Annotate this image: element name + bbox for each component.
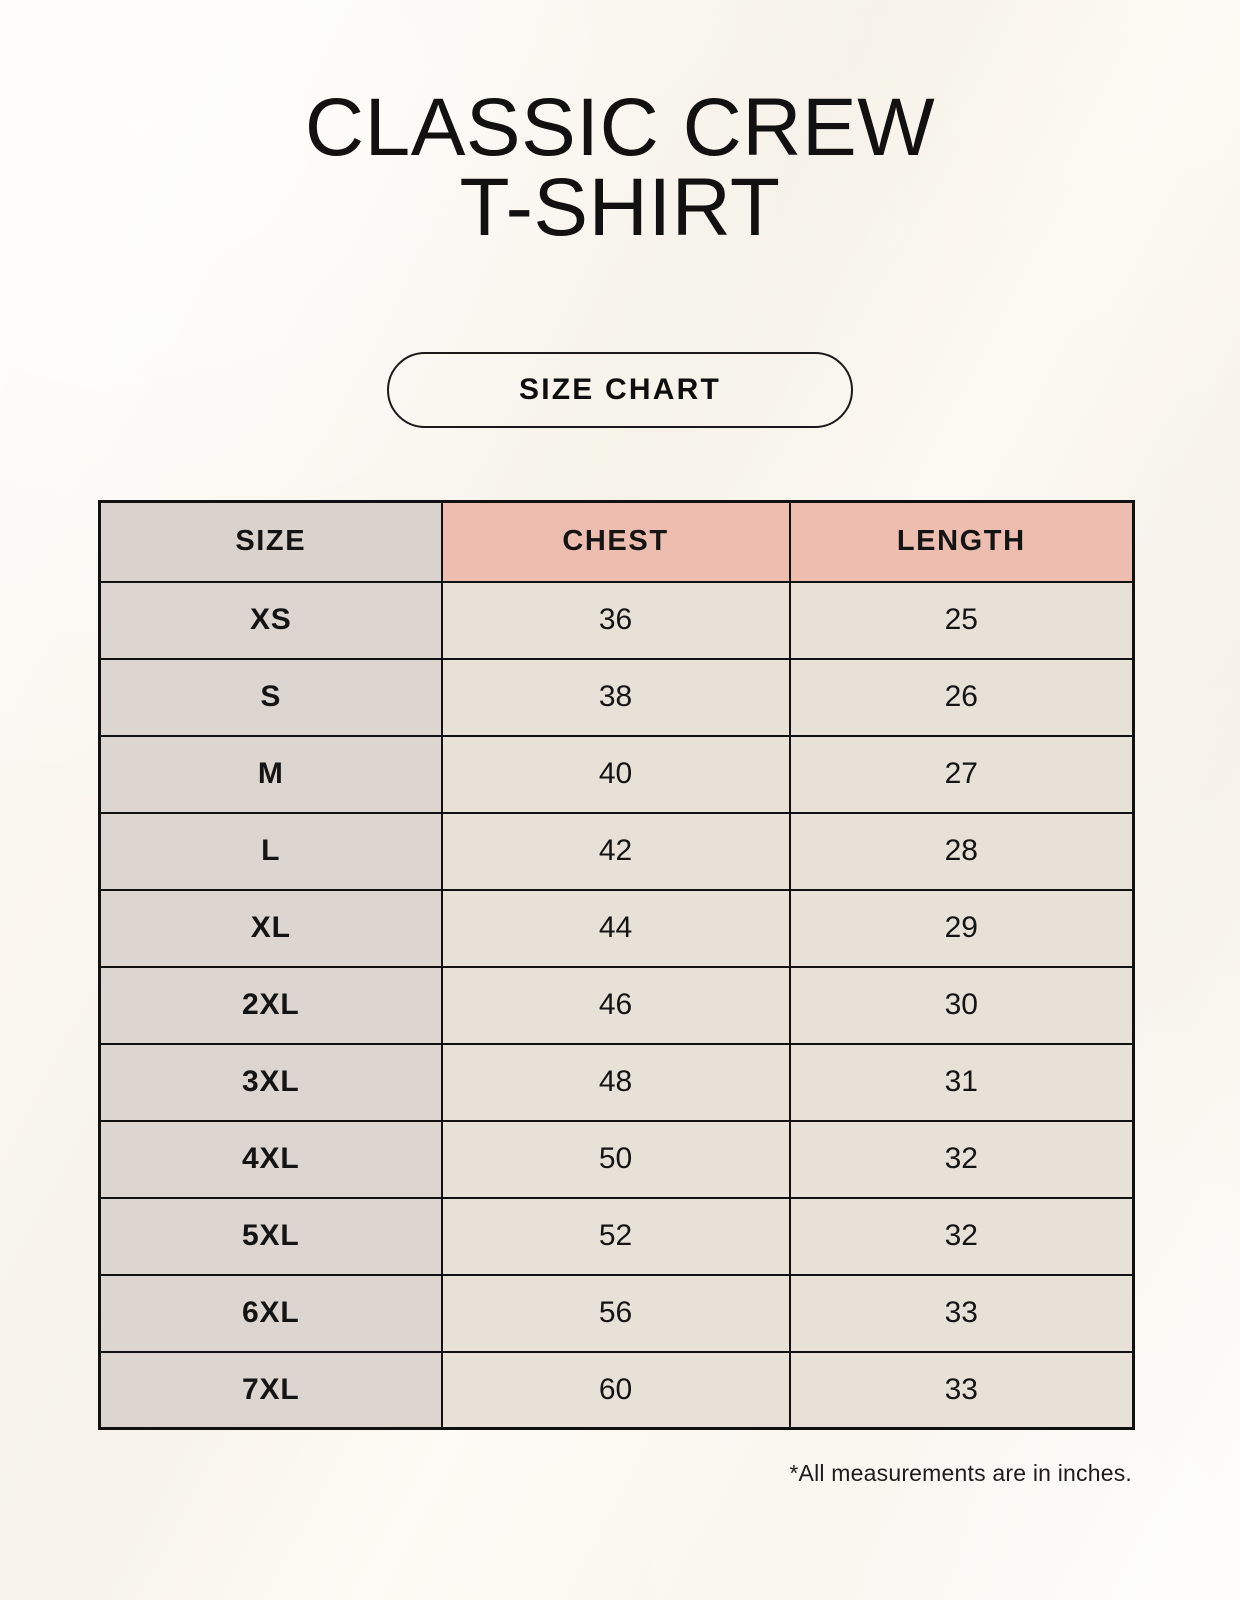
cell-chest: 48 [440, 1042, 791, 1122]
page-title: CLASSIC CREW T-SHIRT [304, 82, 936, 254]
cell-size: M [98, 734, 443, 814]
table-row: 5XL 52 32 [98, 1196, 1135, 1276]
table-row: S 38 26 [98, 657, 1135, 737]
cell-chest: 60 [440, 1350, 791, 1430]
cell-length: 30 [788, 965, 1135, 1045]
cell-chest: 40 [440, 734, 791, 814]
cell-size: S [98, 657, 443, 737]
cell-size: L [98, 811, 443, 891]
cell-size: 6XL [98, 1273, 443, 1353]
cell-chest: 44 [440, 888, 791, 968]
table-row: XL 44 29 [98, 888, 1135, 968]
table-row: L 42 28 [98, 811, 1135, 891]
cell-length: 31 [788, 1042, 1135, 1122]
cell-length: 25 [788, 580, 1135, 660]
table-body: XS 36 25 S 38 26 M 40 27 L 42 28 XL 44 29 2XL 46 30 3XL 48 3… [98, 580, 1135, 1430]
cell-length: 27 [788, 734, 1135, 814]
cell-size: XS [98, 580, 443, 660]
cell-size: XL [98, 888, 443, 968]
cell-size: 5XL [98, 1196, 443, 1276]
cell-chest: 46 [440, 965, 791, 1045]
table-row: M 40 27 [98, 734, 1135, 814]
table-row: 3XL 48 31 [98, 1042, 1135, 1122]
cell-size: 7XL [98, 1350, 443, 1430]
size-chart-badge[interactable]: SIZE CHART [387, 352, 853, 428]
cell-length: 32 [788, 1119, 1135, 1199]
cell-chest: 36 [440, 580, 791, 660]
table-row: 2XL 46 30 [98, 965, 1135, 1045]
cell-chest: 42 [440, 811, 791, 891]
cell-chest: 56 [440, 1273, 791, 1353]
table-header: SIZE CHEST LENGTH [98, 500, 1135, 583]
cell-size: 3XL [98, 1042, 443, 1122]
size-table: SIZE CHEST LENGTH XS 36 25 S 38 26 M 40 27 L 42 28 X… [98, 500, 1135, 1430]
cell-chest: 38 [440, 657, 791, 737]
cell-chest: 52 [440, 1196, 791, 1276]
badge-container: SIZE CHART [0, 352, 1240, 428]
size-table-container: SIZE CHEST LENGTH XS 36 25 S 38 26 M 40 27 L 42 28 X… [98, 500, 1135, 1430]
table-header-row: SIZE CHEST LENGTH [98, 500, 1135, 583]
cell-chest: 50 [440, 1119, 791, 1199]
column-header-size: SIZE [98, 500, 443, 583]
cell-size: 4XL [98, 1119, 443, 1199]
cell-length: 28 [788, 811, 1135, 891]
table-row: 6XL 56 33 [98, 1273, 1135, 1353]
cell-length: 26 [788, 657, 1135, 737]
cell-length: 29 [788, 888, 1135, 968]
cell-size: 2XL [98, 965, 443, 1045]
table-row: 4XL 50 32 [98, 1119, 1135, 1199]
column-header-length: LENGTH [788, 500, 1135, 583]
cell-length: 33 [788, 1273, 1135, 1353]
table-row: 7XL 60 33 [98, 1350, 1135, 1430]
table-row: XS 36 25 [98, 580, 1135, 660]
column-header-chest: CHEST [440, 500, 791, 583]
cell-length: 33 [788, 1350, 1135, 1430]
measurements-footnote: *All measurements are in inches. [789, 1460, 1132, 1486]
cell-length: 32 [788, 1196, 1135, 1276]
title-block: CLASSIC CREW T-SHIRT [0, 82, 1240, 254]
